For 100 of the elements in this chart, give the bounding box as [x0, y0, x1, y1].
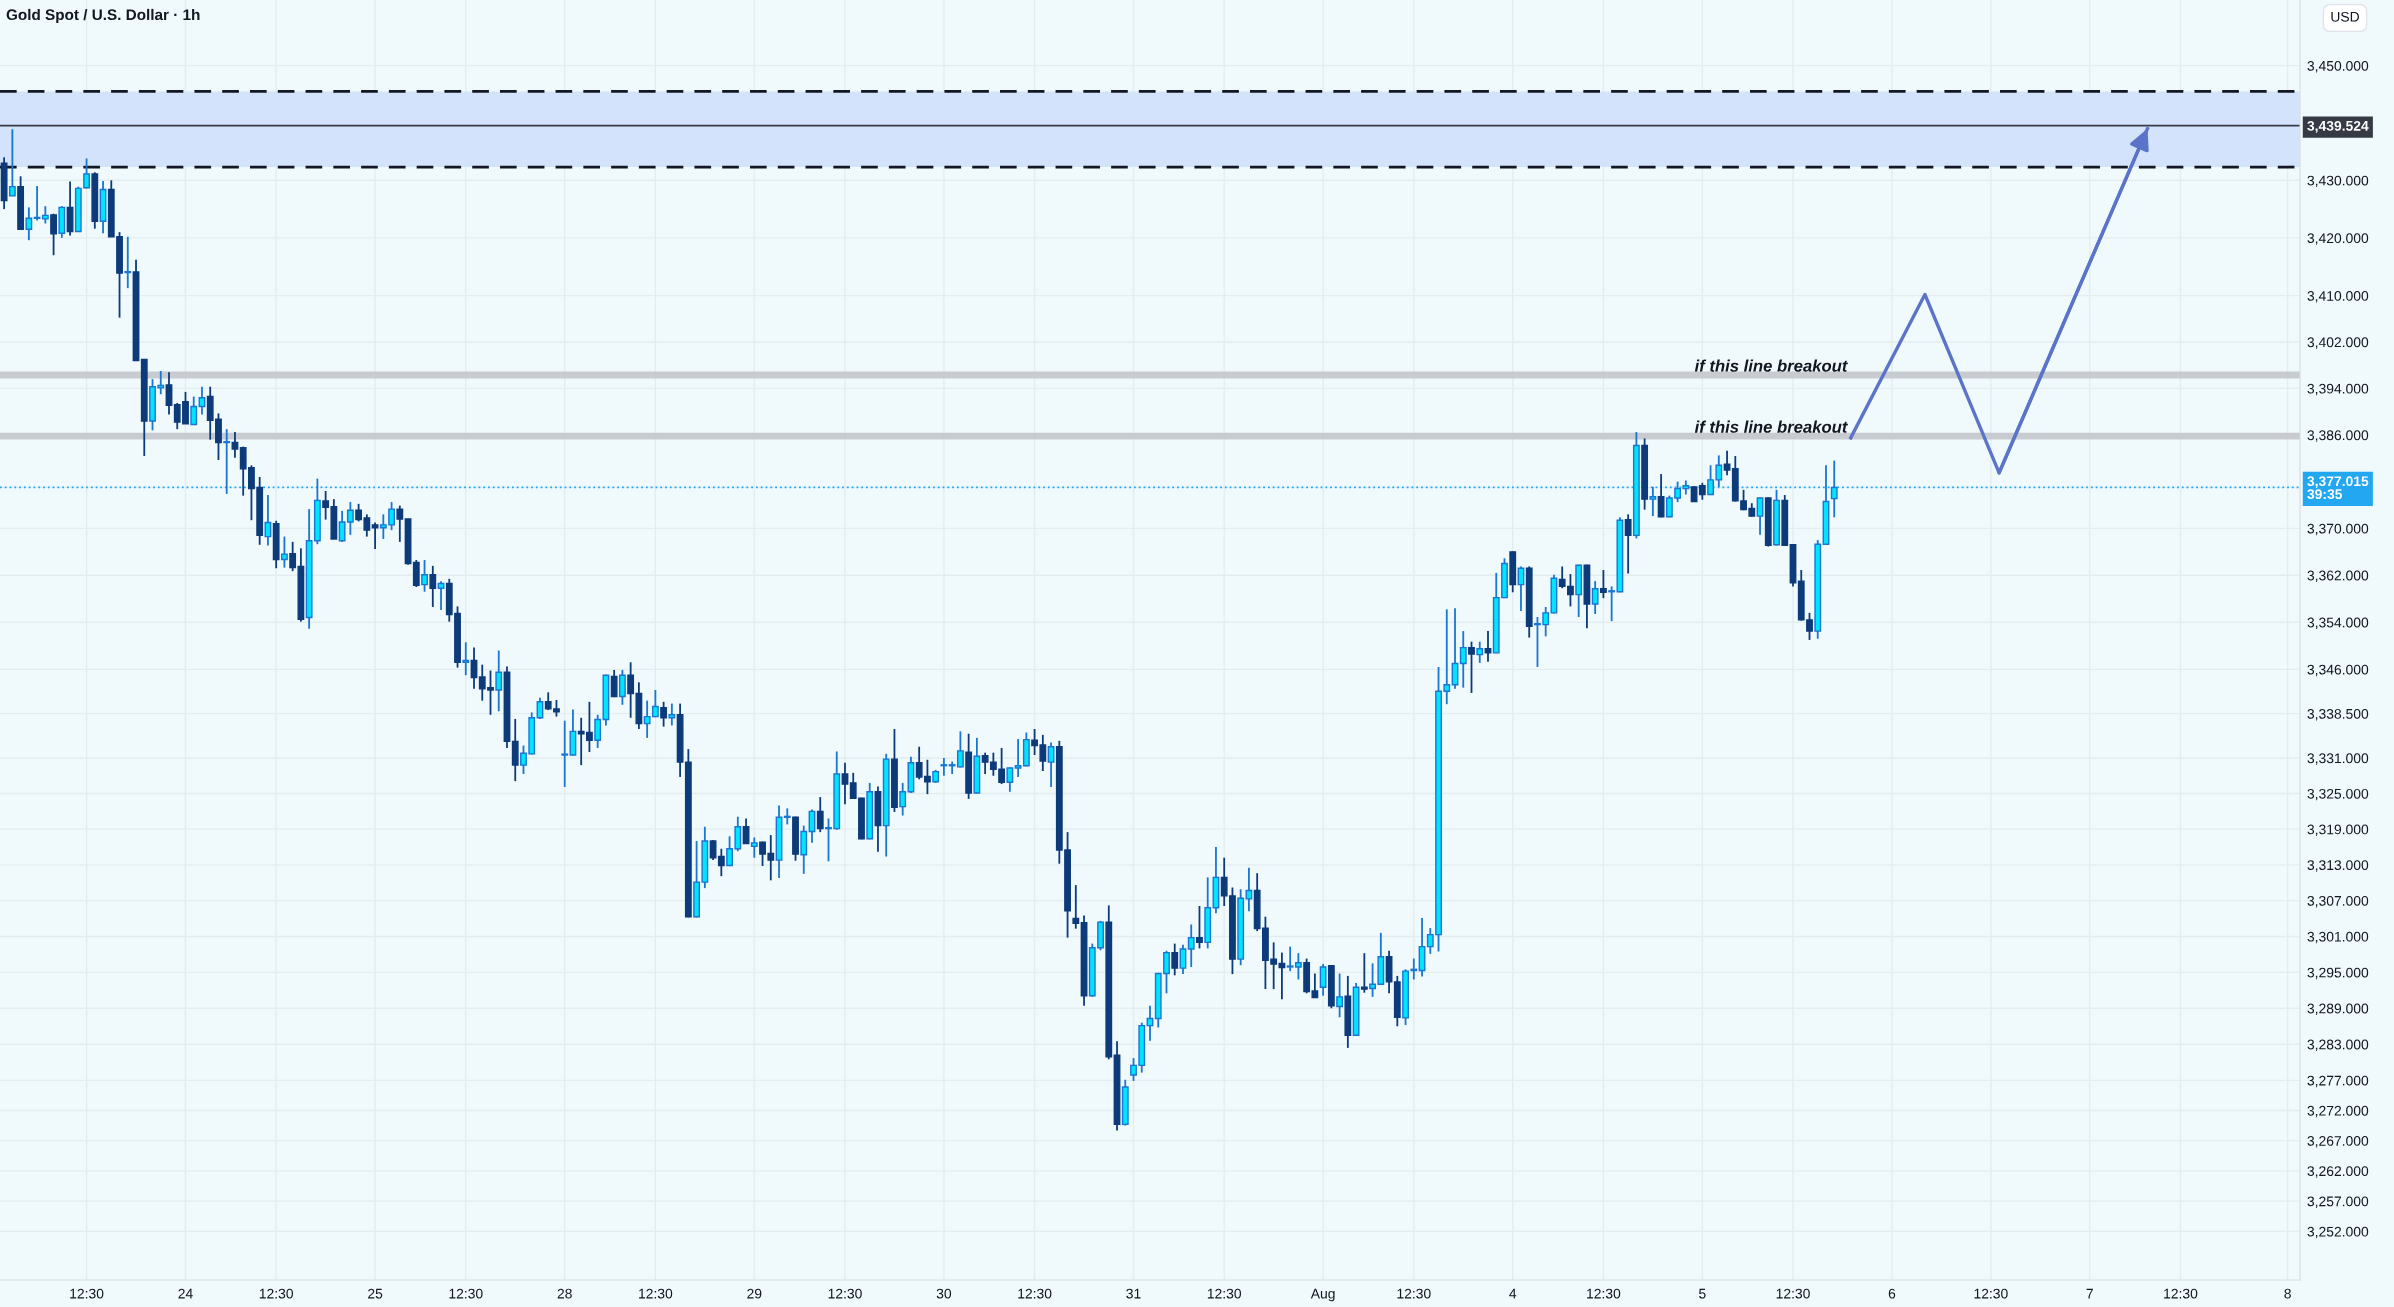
y-tick-label: 3,267.000: [2307, 1135, 2369, 1148]
candlestick: [25, 206, 33, 242]
candlestick: [899, 781, 907, 817]
candlestick: [618, 669, 626, 706]
candlestick: [1245, 866, 1253, 913]
candlestick: [1468, 640, 1475, 694]
candlestick: [1072, 884, 1080, 930]
x-tick-label: 4: [1509, 1288, 1517, 1299]
candlestick: [561, 719, 569, 788]
candlestick: [1459, 630, 1467, 689]
y-tick-label: 3,370.000: [2307, 523, 2369, 536]
line-series: [1849, 126, 2150, 475]
candlestick: [223, 428, 231, 495]
candlestick: [412, 559, 420, 588]
candlestick: [1591, 580, 1599, 615]
candlestick: [1657, 473, 1665, 519]
candlestick: [190, 395, 198, 426]
candlestick: [800, 824, 808, 875]
candlestick: [610, 669, 618, 698]
y-tick-label: 3,410.000: [2307, 290, 2369, 303]
y-tick-label: 3,277.000: [2307, 1075, 2369, 1088]
y-tick-label: 3,325.000: [2307, 788, 2369, 801]
candlestick: [1484, 630, 1492, 663]
candlestick: [1336, 972, 1344, 1019]
y-tick-label: 3,377.015 39:35: [2307, 476, 2369, 500]
candlestick: [495, 649, 503, 713]
candlestick: [940, 757, 948, 777]
candlestick: [437, 580, 445, 611]
x-tick-label: 31: [1126, 1288, 1141, 1299]
x-tick-label: 12:30: [1018, 1288, 1052, 1299]
candlestick: [1723, 449, 1731, 477]
y-tick-label: 3,402.000: [2307, 337, 2369, 349]
y-tick-label: 3,257.000: [2307, 1196, 2369, 1208]
x-tick-label: 12:30: [1397, 1288, 1431, 1299]
candlestick: [396, 504, 404, 543]
candlestick: [1196, 905, 1203, 950]
candlestick: [1187, 923, 1195, 968]
x-tick-label: 12:30: [2164, 1288, 2198, 1299]
candlestick: [1830, 459, 1838, 519]
candlestick: [511, 718, 519, 783]
candlestick: [280, 535, 288, 569]
candlestick: [50, 212, 57, 257]
candlestick: [8, 128, 16, 197]
x-tick-label: 29: [747, 1288, 762, 1299]
y-tick-label: 3,430.000: [2307, 175, 2369, 188]
y-tick-label: 3,313.000: [2307, 860, 2369, 872]
x-tick-label: 12:30: [70, 1288, 104, 1299]
y-tick-label: 3,386.000: [2307, 430, 2369, 442]
candlestick: [165, 371, 173, 416]
candlestick: [1649, 485, 1657, 518]
candlestick: [1360, 952, 1368, 994]
x-tick-label: 12:30: [639, 1288, 673, 1299]
candlestick: [1756, 496, 1764, 536]
candlestick: [429, 564, 437, 608]
x-tick-label: 12:30: [449, 1288, 483, 1299]
x-tick-label: Aug: [1310, 1288, 1335, 1302]
x-tick-label: 12:30: [259, 1288, 293, 1299]
y-tick-label: 3,331.000: [2307, 753, 2369, 765]
y-tick-label: 3,362.000: [2307, 570, 2369, 583]
y-tick-label: 3,346.000: [2307, 664, 2369, 677]
candlestick: [841, 761, 849, 806]
y-tick-label: 3,394.000: [2307, 383, 2369, 396]
x-tick-label: 5: [1699, 1288, 1706, 1299]
candlestick: [1319, 963, 1327, 997]
y-tick-label: 3,289.000: [2307, 1003, 2369, 1016]
ref-line-label: if this line breakout: [1694, 359, 1848, 372]
y-tick-label: 3,450.000: [2307, 60, 2369, 73]
text: USD: [2331, 11, 2359, 22]
candlestick: [231, 431, 239, 459]
candlestick: [198, 385, 206, 416]
x-tick-label: 28: [557, 1288, 572, 1299]
candlestick: [1171, 942, 1179, 977]
x-tick-label: 12:30: [1776, 1288, 1810, 1299]
candlestick: [750, 836, 758, 859]
candlestick: [1599, 569, 1607, 600]
candlestick: [1476, 640, 1484, 664]
x-tick-label: 12:30: [828, 1288, 862, 1299]
candlestick: [717, 847, 725, 878]
x-tick-label: 12:30: [1587, 1288, 1621, 1299]
y-tick-label: 3,272.000: [2307, 1105, 2369, 1118]
y-tick-label: 3,283.000: [2307, 1039, 2369, 1052]
candlestick: [1047, 741, 1055, 788]
candlestick: [816, 796, 824, 834]
x-tick-label: 30: [936, 1288, 952, 1299]
y-tick-label: 3,439.524: [2307, 120, 2369, 133]
x-tick-label: 7: [2086, 1288, 2093, 1299]
y-tick-label: 3,307.000: [2307, 895, 2369, 908]
candlestick: [1006, 766, 1014, 793]
candlestick: [421, 559, 428, 593]
text: Gold Spot / U.S. Dollar · 1h: [6, 8, 200, 24]
candlestick: [668, 702, 676, 727]
x-tick-label: 8: [2284, 1288, 2291, 1299]
y-tick-label: 3,295.000: [2307, 967, 2369, 980]
x-tick-label: 24: [178, 1288, 193, 1299]
candlestick: [1624, 513, 1632, 575]
candlestick: [462, 641, 470, 677]
candlestick: [83, 157, 90, 190]
y-tick-label: 3,338.500: [2307, 708, 2369, 721]
x-tick-label: 25: [368, 1288, 383, 1299]
y-tick-label: 3,301.000: [2307, 931, 2369, 944]
